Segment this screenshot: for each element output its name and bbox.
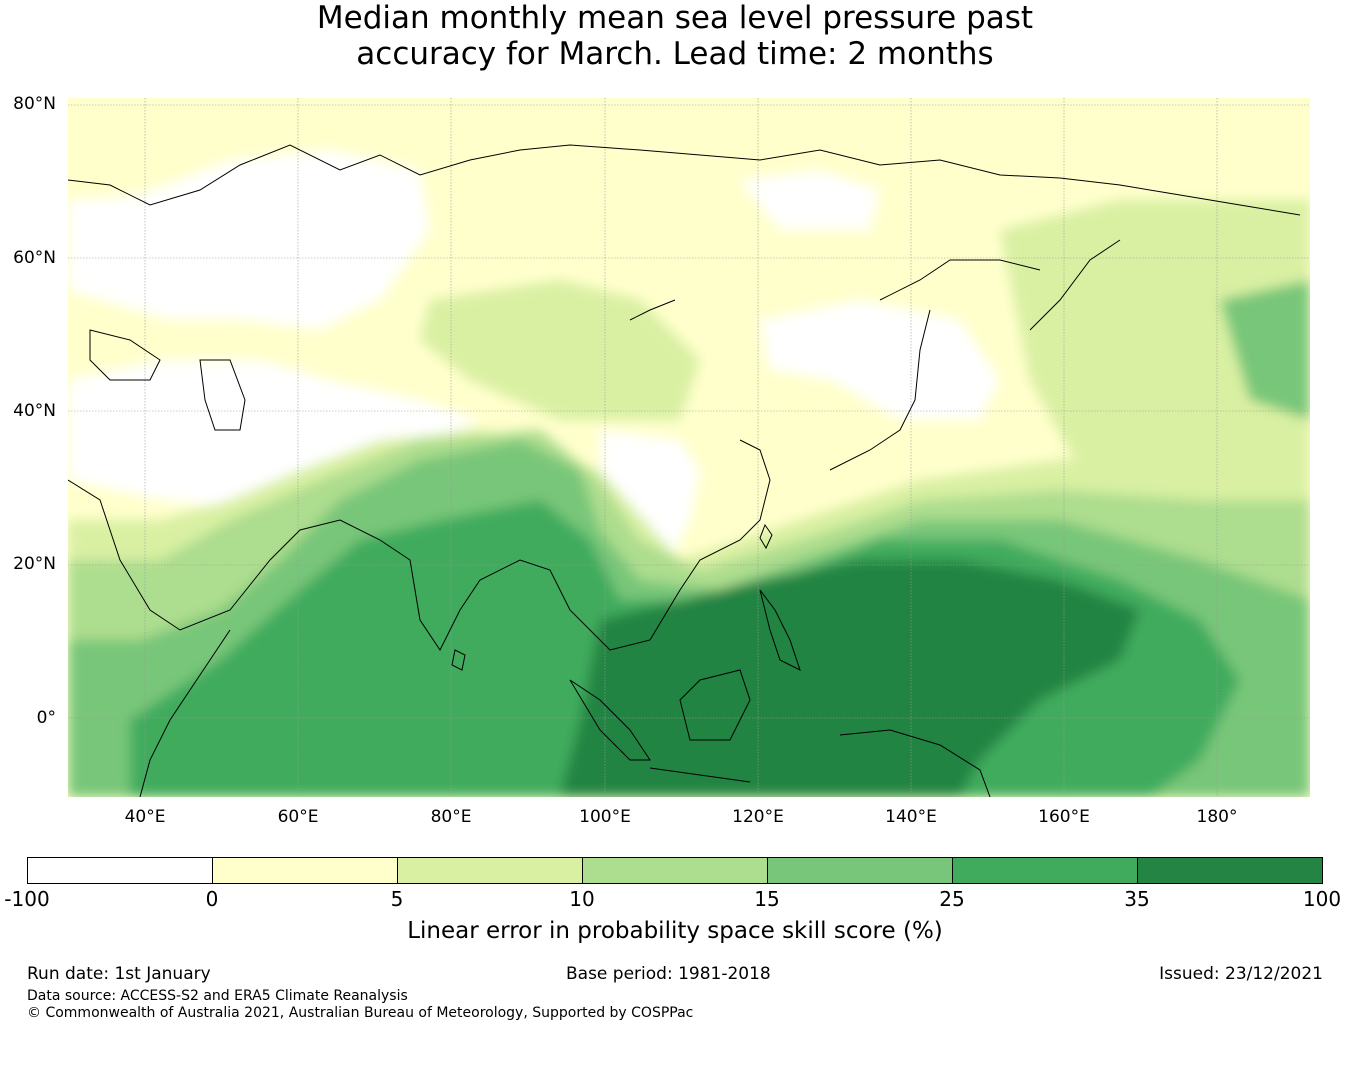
lon-label-180: 180° [1196,807,1238,827]
region-negative-central [68,360,480,510]
colorbar-tick-25: 25 [939,887,965,911]
region-negative-manchuria [760,300,1000,420]
colorbar-segment-15-25 [768,858,953,883]
lat-label-60n: 60°N [13,248,56,268]
coast-sumatra [569,679,651,761]
colorbar [27,857,1323,884]
coast-sri-lanka [451,649,466,671]
coast-baikal [629,299,676,321]
title-line-1: Median monthly mean sea level pressure p… [316,0,1034,36]
base-period: Base period: 1981-2018 [566,964,771,984]
lon-label-120e: 120°E [732,807,784,827]
colorbar-segment-10-15 [583,858,768,883]
lon-label-100e: 100°E [579,807,631,827]
region-15-25-ne [1220,280,1310,420]
coast-black-sea [89,329,161,381]
colorbar-tick-neg100: -100 [4,887,50,911]
region-35-100 [560,560,1140,797]
colorbar-tick-5: 5 [390,887,404,911]
lon-label-60e: 60°E [277,807,319,827]
title-line-2: accuracy for March. Lead time: 2 months [356,36,994,72]
coast-east-africa [139,629,231,797]
coast-okhotsk [879,259,1041,301]
colorbar-segment-5-10 [398,858,583,883]
region-negative-west [68,150,430,330]
coast-borneo [679,669,751,741]
coast-arabia-india [68,439,771,651]
data-source: Data source: ACCESS-S2 and ERA5 Climate … [27,988,408,1004]
lon-label-160e: 160°E [1038,807,1090,827]
coast-taiwan [759,523,773,550]
lat-label-0: 0° [36,708,56,728]
colorbar-tick-0: 0 [205,887,219,911]
lon-label-80e: 80°E [430,807,472,827]
colorbar-tick-100: 100 [1302,887,1342,911]
copyright: © Commonwealth of Australia 2021, Austra… [27,1005,694,1021]
lat-label-20n: 20°N [13,554,56,574]
coast-japan [829,309,931,471]
region-5-10-north [420,280,700,420]
lon-label-140e: 140°E [885,807,937,827]
colorbar-segment-neg100-0 [28,858,213,883]
coast-java [649,767,751,783]
colorbar-tick-35: 35 [1124,887,1150,911]
coast-new-guinea [839,729,991,797]
colorbar-tick-10: 10 [569,887,595,911]
lat-label-80n: 80°N [13,94,56,114]
lon-label-40e: 40°E [124,807,166,827]
run-date: Run date: 1st January [27,964,211,984]
colorbar-segment-25-35 [953,858,1138,883]
coast-arctic [68,144,1301,216]
coast-kamchatka [1029,239,1121,331]
lat-label-40n: 40°N [13,401,56,421]
chart-title: Median monthly mean sea level pressure p… [0,0,1350,72]
colorbar-tick-15: 15 [754,887,780,911]
region-negative-siberia [740,170,880,230]
colorbar-segment-0-5 [213,858,398,883]
graticule [68,98,1310,797]
region-5-10-east [1000,200,1310,470]
skill-regions [68,150,1310,797]
coastlines [68,144,1301,797]
map-field [68,98,1310,797]
coast-philippines [759,589,801,671]
coast-caspian [199,359,246,431]
colorbar-segment-35-100 [1138,858,1322,883]
colorbar-label: Linear error in probability space skill … [407,918,943,944]
issued-date: Issued: 23/12/2021 [1159,964,1323,984]
